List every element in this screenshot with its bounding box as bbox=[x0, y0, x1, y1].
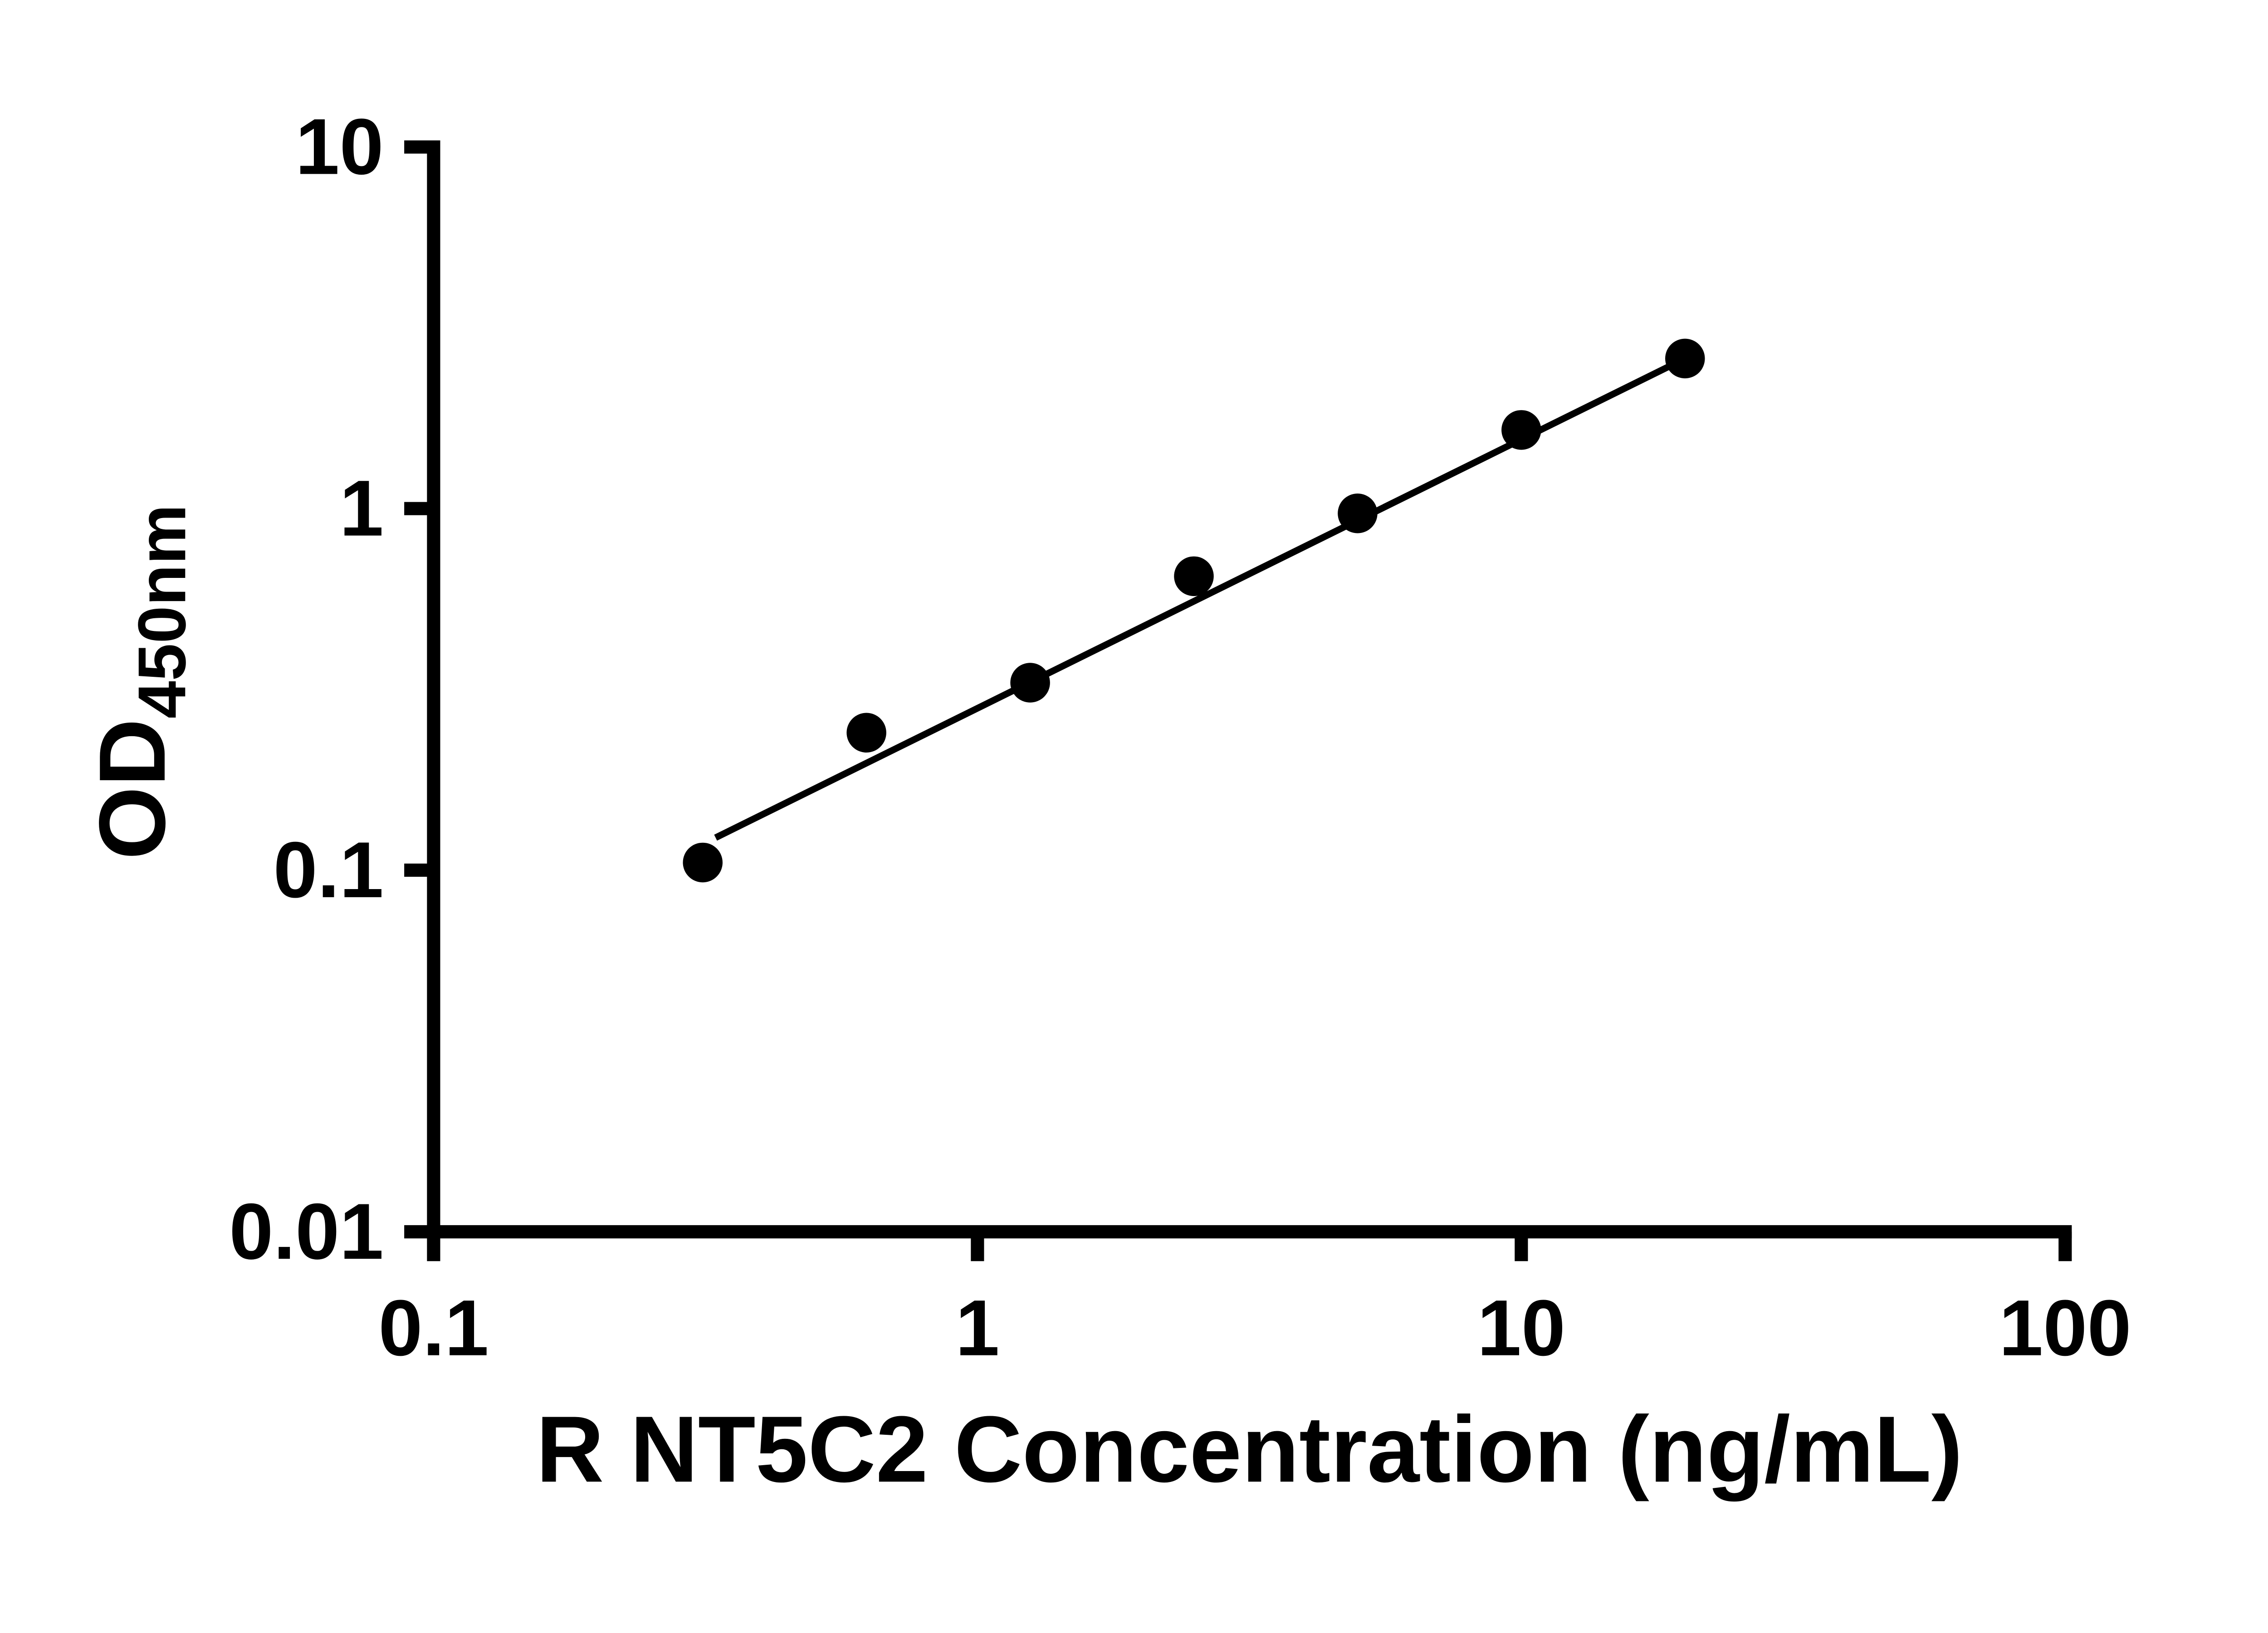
x-tick-label: 10 bbox=[1477, 1284, 1566, 1373]
x-tick-label: 100 bbox=[1999, 1284, 2131, 1373]
data-point bbox=[1338, 493, 1378, 533]
data-point bbox=[683, 842, 723, 883]
data-point bbox=[1501, 410, 1541, 450]
y-tick-label: 0.1 bbox=[274, 826, 384, 914]
data-point bbox=[1010, 663, 1050, 703]
data-point bbox=[846, 713, 886, 753]
data-point bbox=[1174, 556, 1214, 596]
x-axis-title: R NT5C2 Concentration (ng/mL) bbox=[536, 1396, 1963, 1501]
x-tick-label: 1 bbox=[955, 1284, 999, 1373]
x-tick-label: 0.1 bbox=[378, 1284, 489, 1373]
y-tick-label: 1 bbox=[339, 464, 383, 553]
y-tick-label: 10 bbox=[295, 103, 384, 191]
y-axis-title-main: OD bbox=[79, 719, 185, 860]
y-tick-label: 0.01 bbox=[229, 1188, 384, 1276]
chart-page: 0.1 1 10 100 0.01 0.1 1 10 OD450nm R NT5C2 Conc… bbox=[79, 103, 2131, 1502]
y-axis-title-subscript: 450nm bbox=[124, 504, 200, 719]
data-point bbox=[1665, 338, 1705, 379]
y-axis-title: OD450nm bbox=[79, 504, 200, 860]
